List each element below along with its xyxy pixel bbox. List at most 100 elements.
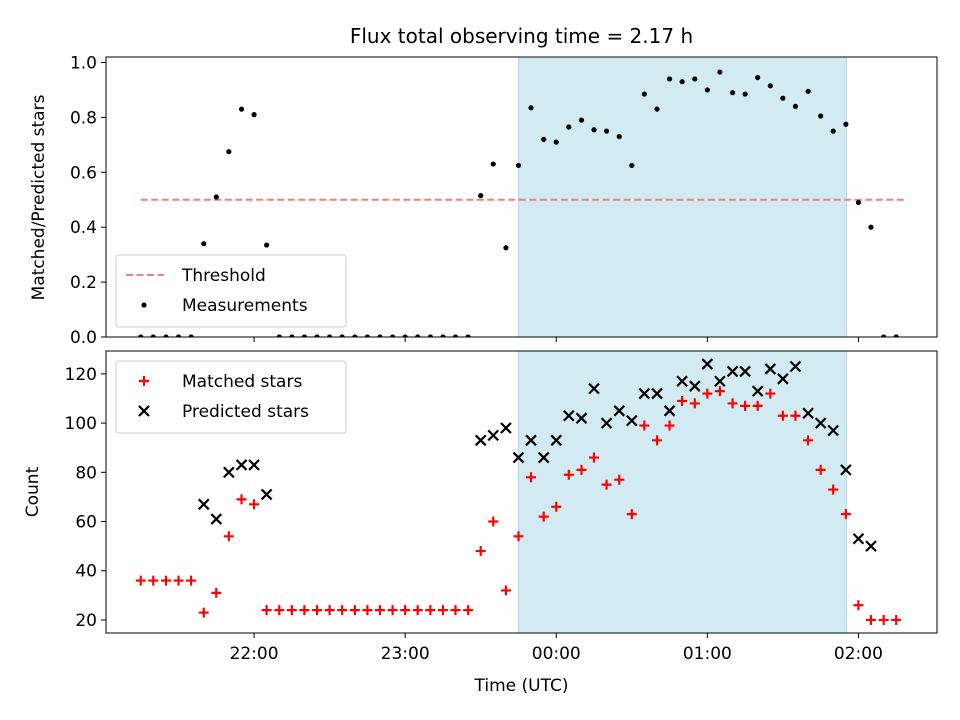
data-point (878, 614, 889, 625)
data-point (349, 605, 360, 616)
data-point (790, 410, 801, 421)
data-point (490, 161, 496, 167)
y-tick-label: 100 (65, 414, 97, 434)
data-point (638, 387, 651, 400)
data-point (301, 334, 307, 337)
y-tick-label: 0.6 (70, 163, 97, 183)
data-point (362, 605, 373, 616)
data-point (541, 136, 547, 142)
data-point (387, 605, 398, 616)
data-point (264, 242, 270, 248)
data-point (327, 334, 333, 337)
x-tick-label: 00:00 (532, 644, 581, 664)
y-tick-label: 60 (75, 513, 97, 533)
data-point (377, 334, 383, 337)
data-point (337, 605, 348, 616)
data-point (173, 575, 184, 586)
axes-frame (105, 56, 938, 338)
x-tick-label: 01:00 (683, 644, 732, 664)
data-point (488, 516, 499, 527)
data-point (402, 334, 408, 337)
data-point (513, 531, 524, 542)
data-point (789, 360, 802, 373)
data-point (865, 614, 876, 625)
data-point (274, 605, 285, 616)
data-point (238, 106, 245, 112)
x-tick-label: 22:00 (230, 644, 279, 664)
data-point (853, 600, 864, 611)
data-point (614, 474, 625, 485)
data-point (639, 420, 650, 431)
data-point (314, 334, 320, 337)
top-ylabel: Matched/Predicted stars (29, 94, 49, 300)
data-point (437, 605, 448, 616)
data-point (525, 434, 537, 447)
data-point (814, 417, 827, 429)
data-point (276, 334, 282, 337)
data-point (802, 407, 814, 420)
data-point (339, 334, 345, 337)
data-point (148, 575, 159, 586)
data-point (374, 605, 385, 616)
series-measurements (138, 69, 899, 337)
data-point (677, 395, 688, 406)
data-point (198, 607, 209, 618)
data-point (865, 540, 877, 552)
y-tick-label: 0.2 (70, 273, 97, 293)
plot-area (135, 351, 902, 633)
data-point (714, 386, 725, 397)
data-point (717, 69, 723, 75)
data-point (500, 422, 512, 434)
data-point (613, 405, 626, 417)
data-point (163, 334, 169, 337)
data-point (324, 605, 335, 616)
data-point (840, 509, 851, 520)
data-point (704, 87, 710, 93)
data-point (827, 424, 839, 437)
data-point (235, 459, 248, 471)
data-point (427, 334, 433, 337)
data-point (742, 91, 748, 97)
data-point (751, 385, 764, 397)
data-point (702, 388, 713, 399)
data-point (805, 88, 811, 94)
data-point (566, 124, 572, 130)
data-point (591, 127, 597, 133)
y-tick-label: 40 (75, 562, 97, 582)
data-point (450, 605, 461, 616)
data-point (739, 365, 751, 378)
legend: Threshold Measurements (115, 254, 347, 328)
legend-label: Measurements (182, 296, 308, 316)
data-point (261, 605, 272, 616)
axes-frame (105, 350, 938, 634)
data-point (626, 509, 637, 520)
data-point (175, 334, 182, 337)
legend-label: Matched stars (182, 372, 302, 392)
data-point (689, 380, 701, 392)
top-panel: 0.0 0.2 0.4 0.6 0.8 1.0 Threshold Measurements (70, 53, 938, 348)
data-point (666, 76, 673, 82)
data-point (249, 499, 260, 510)
data-point (474, 434, 487, 447)
data-point (299, 605, 310, 616)
data-point (160, 575, 171, 586)
data-point (251, 112, 257, 118)
data-point (550, 434, 563, 447)
bottom-xlabel: Time (UTC) (474, 676, 569, 696)
data-point (390, 334, 396, 337)
data-point (415, 334, 421, 337)
data-point (197, 498, 210, 511)
data-point (840, 464, 852, 476)
data-point (764, 363, 777, 375)
data-point (830, 128, 836, 134)
data-point (412, 605, 423, 616)
chart-title: Flux total observing time = 2.17 h (350, 24, 693, 48)
data-point (815, 464, 826, 475)
data-point (803, 435, 814, 446)
data-point (526, 472, 537, 483)
y-tick-label: 20 (75, 611, 97, 631)
data-point (818, 113, 824, 119)
data-point (528, 105, 534, 111)
series-matched-stars (135, 386, 902, 625)
data-point (138, 334, 144, 337)
